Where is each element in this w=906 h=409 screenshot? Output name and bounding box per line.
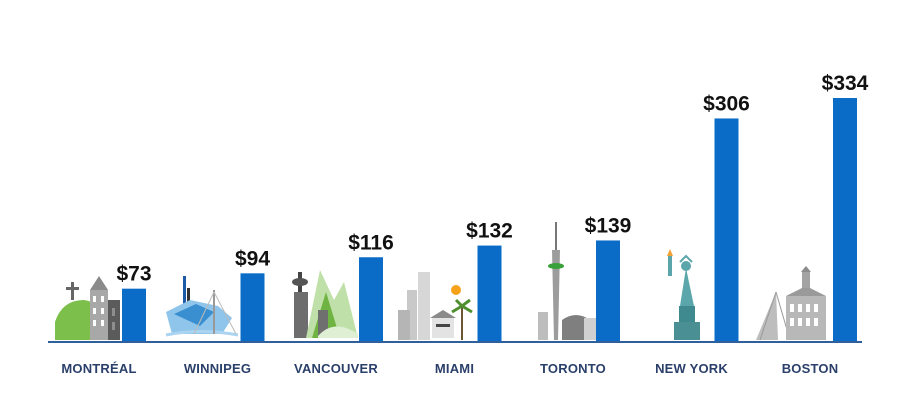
bar-vancouver <box>359 257 383 342</box>
boston-skyline-icon <box>756 266 826 341</box>
vancouver-skyline-icon <box>292 270 358 338</box>
bar-montr-al <box>122 288 146 342</box>
category-label-group: MONTRÉAL WINNIPEG VANCOUVER MIAMI TORONTO NEW… <box>61 361 838 376</box>
miami-skyline-icon <box>398 272 473 340</box>
category-label-miami: MIAMI <box>435 361 474 376</box>
category-label-montr-al: MONTRÉAL <box>61 361 136 376</box>
category-label-winnipeg: WINNIPEG <box>184 361 251 376</box>
value-label-new-york: $306 <box>703 92 750 115</box>
category-label-boston: BOSTON <box>782 361 839 376</box>
value-label-miami: $132 <box>466 220 513 243</box>
bar-toronto <box>596 240 620 342</box>
winnipeg-skyline-icon <box>165 276 239 337</box>
bar-winnipeg <box>240 273 265 342</box>
bar-series <box>122 98 857 342</box>
value-label-vancouver: $116 <box>348 231 394 254</box>
montreal-skyline-icon <box>55 276 120 340</box>
value-label-montr-al: $73 <box>116 263 151 286</box>
value-label-group: $73 $94 $116 $132 $139 $306 $334 <box>116 72 868 286</box>
value-label-toronto: $139 <box>585 214 632 237</box>
category-label-vancouver: VANCOUVER <box>294 361 378 376</box>
bar-new-york <box>714 118 739 342</box>
value-label-winnipeg: $94 <box>235 247 270 270</box>
bar-miami <box>477 245 502 342</box>
category-label-toronto: TORONTO <box>540 361 606 376</box>
toronto-skyline-icon <box>538 222 596 340</box>
bar-boston <box>833 98 857 342</box>
category-label-new-york: NEW YORK <box>655 361 728 376</box>
new-york-skyline-icon <box>667 249 700 340</box>
value-label-boston: $334 <box>822 72 869 95</box>
